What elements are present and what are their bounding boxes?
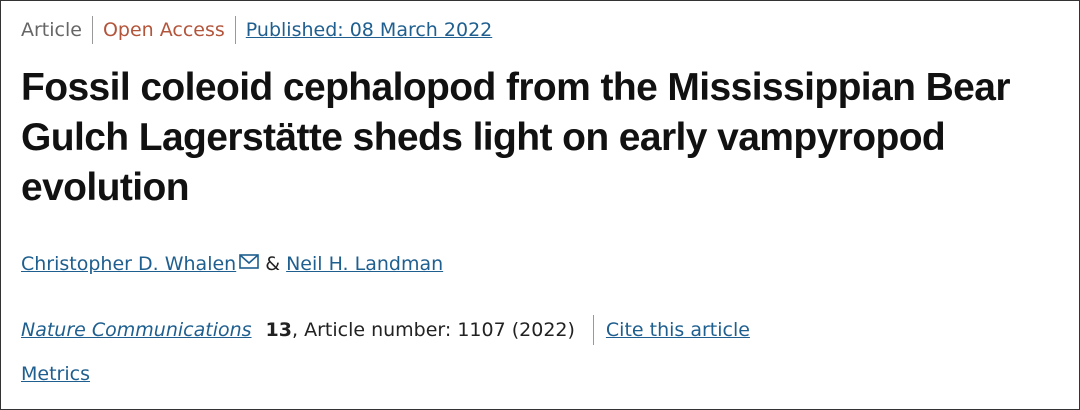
article-title: Fossil coleoid cephalopod from the Missi… <box>21 66 1011 209</box>
article-type: Article <box>21 19 82 41</box>
meta-row: Article Open Access Published: 08 March … <box>21 13 1059 47</box>
author-separator: & <box>265 253 281 275</box>
article-number: , Article number: 1107 (2022) <box>292 319 575 341</box>
open-access: Open Access <box>91 16 235 44</box>
divider <box>592 315 594 345</box>
author-link[interactable]: Christopher D. Whalen <box>21 253 237 275</box>
journal-link[interactable]: Nature Communications <box>21 319 252 341</box>
email-icon[interactable] <box>239 254 260 270</box>
author-link[interactable]: Neil H. Landman <box>286 253 444 275</box>
metrics-link[interactable]: Metrics <box>21 363 90 385</box>
metrics-row: Metrics <box>21 363 1059 385</box>
citation: Nature Communications 13 , Article numbe… <box>21 315 1059 345</box>
authors: Christopher D. Whalen & Neil H. Landman <box>21 253 1059 275</box>
cite-link[interactable]: Cite this article <box>605 319 750 341</box>
published-date[interactable]: Published: 08 March 2022 <box>245 19 493 41</box>
volume: 13 <box>265 319 292 341</box>
